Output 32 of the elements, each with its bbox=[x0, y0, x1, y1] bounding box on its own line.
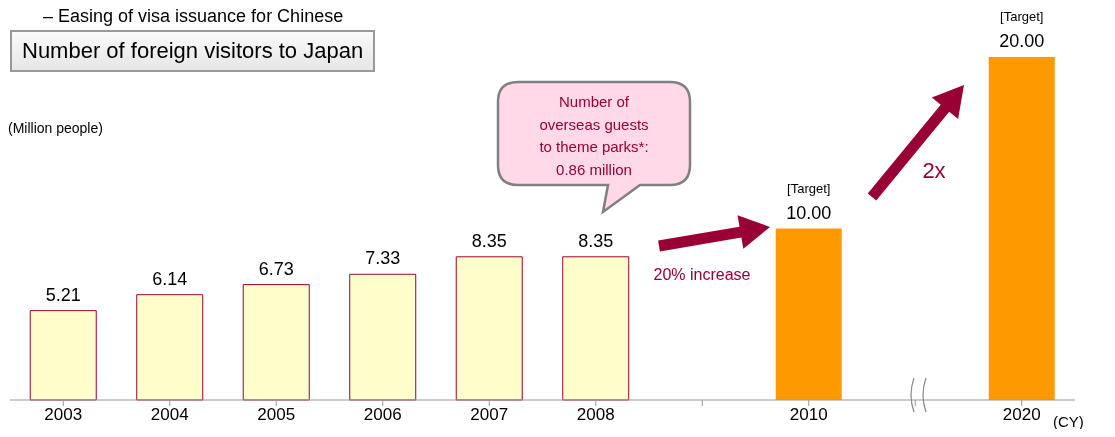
x-tick-label: 2003 bbox=[44, 405, 83, 425]
data-label: 5.21 bbox=[45, 284, 81, 305]
annotation: [Target] bbox=[1000, 9, 1044, 24]
x-tick-label: 2005 bbox=[257, 405, 296, 425]
data-label: 8.35 bbox=[578, 230, 614, 251]
bar bbox=[349, 273, 417, 401]
x-tick-label: 2010 bbox=[789, 405, 828, 425]
data-label: 6.14 bbox=[152, 268, 188, 289]
data-label: 6.73 bbox=[258, 258, 294, 279]
annotation: 20% increase bbox=[653, 266, 751, 283]
x-tick-label: 2007 bbox=[470, 405, 509, 425]
bar bbox=[136, 294, 204, 401]
x-tick-label: 2004 bbox=[150, 405, 189, 425]
bar bbox=[988, 57, 1055, 400]
x-tick-label: 2008 bbox=[576, 405, 615, 425]
x-tick-label: 2020 bbox=[1002, 405, 1041, 425]
bar bbox=[775, 228, 842, 400]
chart-title: Number of foreign visitors to Japan bbox=[10, 30, 376, 72]
y-axis-title: (Million people) bbox=[8, 120, 103, 136]
annotation: Number of overseas guests to theme parks*: 0.86 million bbox=[539, 93, 649, 178]
bar bbox=[29, 310, 97, 401]
annotation: 2x bbox=[922, 158, 946, 183]
data-label: 8.35 bbox=[471, 230, 507, 251]
data-label: 7.33 bbox=[365, 248, 401, 269]
bar bbox=[242, 284, 310, 401]
bar bbox=[455, 256, 523, 401]
x-tick-label: 2006 bbox=[363, 405, 402, 425]
annotation: [Target] bbox=[787, 180, 831, 196]
text: – Easing of visa issuance for Chinese bbox=[43, 6, 344, 26]
data-label: 10.00 bbox=[786, 202, 832, 223]
data-label: 20.00 bbox=[999, 31, 1045, 51]
bar bbox=[562, 256, 630, 401]
